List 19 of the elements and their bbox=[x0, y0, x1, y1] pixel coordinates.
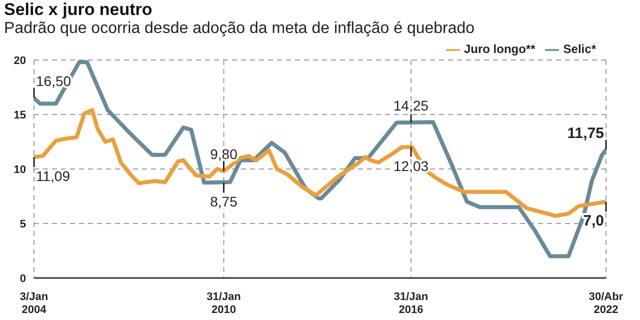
legend-label: Selic* bbox=[563, 42, 596, 56]
y-tick-label: 10 bbox=[14, 164, 26, 176]
chart-title: Selic x juro neutro bbox=[3, 0, 154, 19]
annotation: 11,09 bbox=[36, 168, 70, 184]
annotation: 9,80 bbox=[210, 146, 238, 162]
y-tick-label: 0 bbox=[20, 272, 26, 285]
chart-subtitle: Padrão que ocorria desde adoção da meta de inflação é quebrado bbox=[3, 19, 476, 38]
annotation: 11,75 bbox=[567, 124, 604, 142]
x-tick-label: 30/Abr 2022 bbox=[588, 291, 624, 316]
y-tick-label: 20 bbox=[14, 54, 26, 67]
y-tick-label: 5 bbox=[20, 218, 26, 230]
annotation: 14,25 bbox=[394, 98, 429, 114]
legend-label: Juro longo** bbox=[464, 42, 536, 56]
x-tick-label: 31/Jan 2010 bbox=[206, 291, 242, 316]
y-tick-label: 15 bbox=[14, 109, 26, 122]
annotation: 8,75 bbox=[210, 194, 238, 210]
annotation: 7,0 bbox=[583, 212, 604, 230]
x-tick-label: 3/Jan 2004 bbox=[20, 291, 48, 316]
x-tick-label: 31/Jan 2016 bbox=[394, 291, 428, 316]
